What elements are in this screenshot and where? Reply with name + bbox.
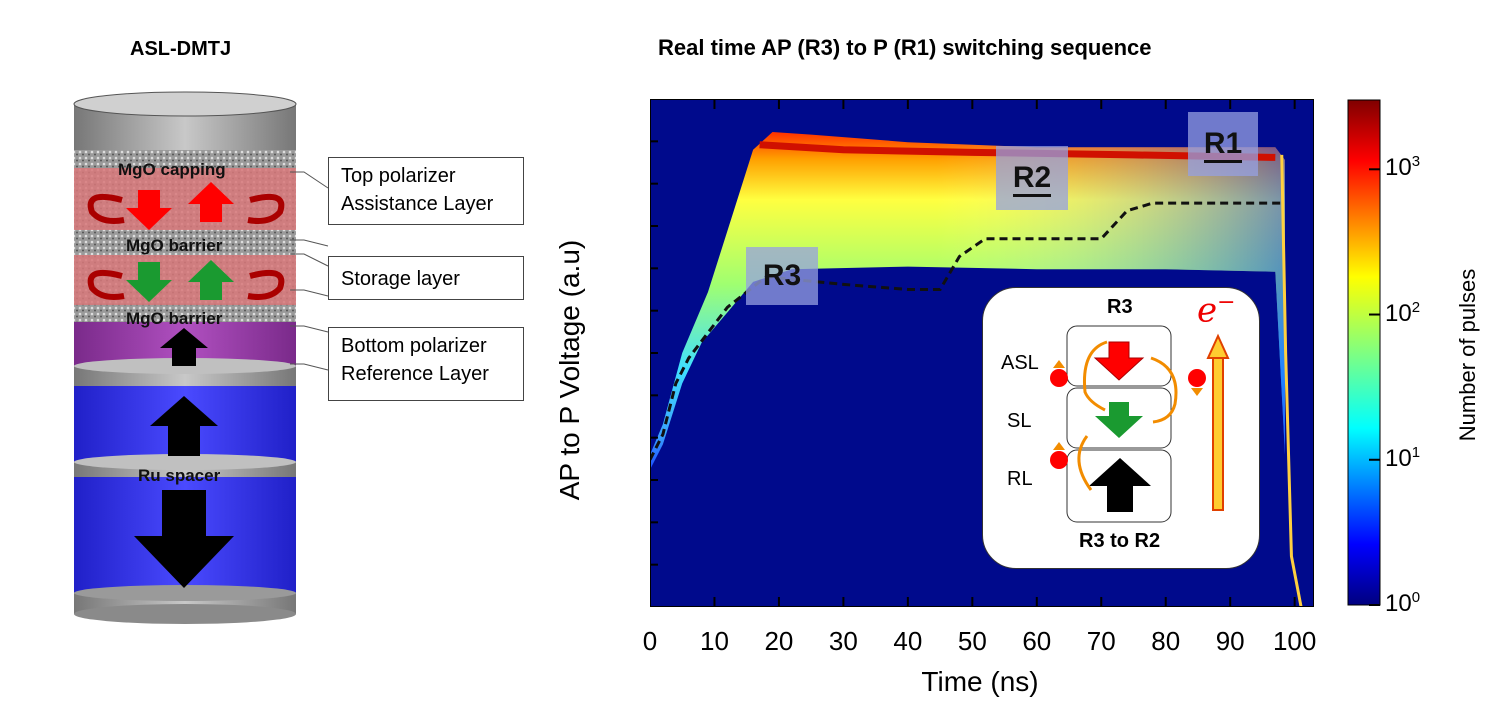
inset-asl-arrow-down-icon	[1093, 341, 1145, 381]
asl-arrow-down-icon	[126, 190, 172, 230]
state-label-r2: R2	[996, 146, 1068, 210]
state-label-r3: R3	[746, 247, 818, 305]
callout-top-line1: Top polarizer	[341, 165, 456, 187]
state-label-r1: R1	[1188, 112, 1258, 176]
x-tick-label: 40	[893, 626, 923, 656]
mgo-capping-label: MgO capping	[118, 160, 226, 179]
x-tick-label: 50	[957, 626, 987, 656]
electron-flow-arrow-icon	[1206, 333, 1230, 359]
colorbar-label: Number of pulses	[1455, 268, 1480, 442]
x-tick-label: 10	[699, 626, 729, 656]
blue-arrow-up-icon	[150, 396, 218, 456]
inset-label-asl: ASL	[1001, 352, 1039, 374]
dashed-trace	[650, 201, 1282, 461]
inset-spin-right-icon	[1188, 369, 1206, 387]
colorbar-tick-label: 100	[1385, 589, 1421, 617]
x-tick-label: 60	[1022, 626, 1052, 656]
blue-arrow-down-icon	[134, 490, 234, 588]
x-tick-label: 70	[1086, 626, 1116, 656]
reference-arrow-up-icon	[160, 328, 208, 366]
inset-graphics	[1050, 325, 1230, 523]
x-tick-label: 100	[1272, 626, 1317, 656]
callout-top-polarizer: Top polarizer Assistance Layer	[328, 157, 524, 225]
inset-spin-asl-icon	[1050, 369, 1068, 387]
callout-storage-text: Storage layer	[341, 268, 460, 290]
callout-bottom-line1: Bottom polarizer	[341, 335, 487, 357]
colorbar-tick-label: 103	[1385, 153, 1421, 182]
x-tick-label: 30	[828, 626, 858, 656]
y-axis-label: AP to P Voltage (a.u)	[554, 239, 585, 501]
dmtj-pillar	[73, 91, 297, 624]
mgo-barrier-bottom-label: MgO barrier	[126, 309, 223, 328]
electron-symbol: e−	[1197, 290, 1236, 331]
electron-flow-bar	[1212, 357, 1224, 511]
r1-ridge	[759, 141, 1276, 161]
inset-sl-arrow-down-icon	[1095, 402, 1143, 438]
callout-bottom-line2: Reference Layer	[341, 363, 489, 385]
callout-storage-layer: Storage layer	[328, 256, 524, 300]
x-tick-label: 0	[642, 626, 658, 656]
plot-ticks	[650, 99, 1296, 607]
asl-arrow-up-icon	[188, 182, 234, 222]
inset-diagram: R3 ASL SL RL R3 to R2 e−	[982, 287, 1260, 569]
colorbar	[1347, 99, 1381, 606]
sl-arrow-down-icon	[126, 262, 172, 302]
left-panel-title: ASL-DMTJ	[130, 38, 232, 60]
ru-spacer-label: Ru spacer	[138, 466, 221, 485]
inset-spin-sl-icon	[1050, 451, 1068, 469]
colorbar-tick-label: 102	[1385, 298, 1421, 327]
inset-label-sl: SL	[1007, 410, 1032, 432]
callout-top-line2: Assistance Layer	[341, 193, 494, 215]
falling-edge	[1280, 154, 1303, 607]
x-tick-label: 90	[1215, 626, 1245, 656]
inset-caption: R3 to R2	[1079, 530, 1161, 552]
inset-rl-arrow-up-icon	[1089, 458, 1151, 512]
colorbar-tick-label: 101	[1385, 443, 1421, 472]
sl-arrow-up-icon	[188, 260, 234, 300]
x-tick-label: 80	[1151, 626, 1181, 656]
inset-label-rl: RL	[1007, 468, 1033, 490]
x-tick-label: 20	[764, 626, 794, 656]
x-axis-label: Time (ns)	[921, 666, 1039, 697]
pulse-density-cloud	[650, 132, 1303, 607]
mgo-barrier-top-label: MgO barrier	[126, 236, 223, 255]
inset-title: R3	[1107, 296, 1133, 318]
callout-leaders	[290, 171, 329, 371]
callout-bottom-polarizer: Bottom polarizer Reference Layer	[328, 327, 524, 401]
chart-title: Real time AP (R3) to P (R1) switching se…	[658, 35, 1152, 60]
